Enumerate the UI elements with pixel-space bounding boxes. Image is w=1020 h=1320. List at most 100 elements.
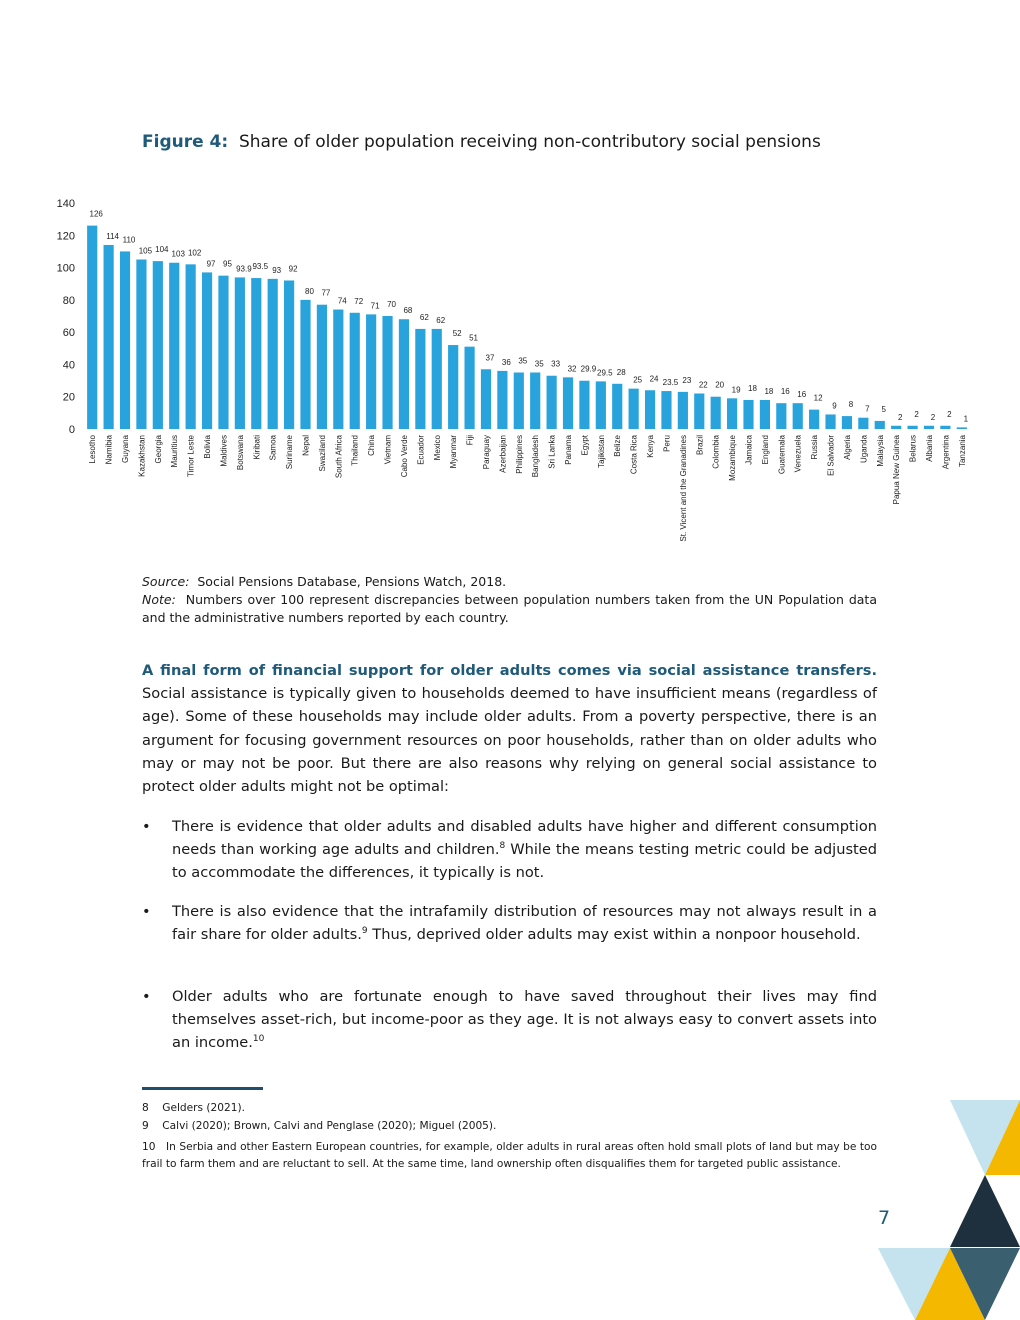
x-tick-label: Kiribati: [252, 435, 261, 460]
bar: [858, 417, 869, 429]
triangle: [878, 1248, 950, 1320]
bar: [595, 381, 606, 429]
x-tick-label: Lesotho: [88, 434, 97, 463]
value-label: 29.5: [597, 368, 613, 377]
x-tick-label: Kenya: [646, 434, 655, 457]
x-tick-label: Papua New Guinea: [892, 434, 901, 504]
value-label: 18: [748, 384, 757, 393]
x-tick-label: Albania: [925, 434, 934, 461]
footnote-ref: 8: [499, 841, 506, 852]
bar: [743, 399, 754, 429]
bar: [136, 259, 147, 429]
bar: [923, 425, 935, 429]
x-tick-label: Thailand: [351, 435, 360, 466]
bullet-text: There is also evidence that the intrafam…: [172, 903, 877, 944]
triangle: [950, 1175, 1020, 1247]
x-tick-label: Venezuela: [794, 434, 803, 472]
x-tick-label: Belize: [613, 434, 622, 456]
value-label: 71: [371, 301, 380, 310]
value-label: 103: [172, 250, 186, 259]
bar: [809, 409, 820, 429]
chart: 020406080100120140126Lesotho114Namibia11…: [57, 198, 969, 542]
x-tick-label: Maldives: [219, 435, 228, 467]
triangle: [950, 1100, 1020, 1175]
bar: [169, 262, 180, 429]
bar: [644, 390, 656, 429]
x-tick-label: Peru: [662, 435, 671, 452]
footnote-text: In Serbia and other Eastern European cou…: [142, 1141, 877, 1170]
x-tick-label: Malaysia: [876, 434, 885, 466]
bar: [825, 414, 836, 429]
footnote: 9 Calvi (2020); Brown, Calvi and Penglas…: [142, 1118, 877, 1135]
bar: [382, 316, 393, 429]
value-label: 2: [914, 410, 919, 419]
bar: [333, 309, 344, 429]
x-tick-label: Tajikistan: [597, 435, 606, 468]
footnote-rule: [142, 1087, 263, 1090]
value-label: 62: [420, 313, 429, 322]
value-label: 9: [832, 401, 837, 410]
value-label: 126: [90, 210, 104, 219]
x-tick-label: Myanmar: [449, 435, 458, 469]
bar: [398, 319, 410, 429]
x-tick-label: Tanzania: [958, 434, 967, 467]
bar: [776, 403, 787, 429]
bar: [661, 391, 672, 429]
x-tick-label: Russia: [810, 434, 819, 459]
bar: [251, 278, 262, 429]
value-label: 93.9: [236, 264, 252, 273]
value-label: 19: [732, 385, 741, 394]
bar: [891, 425, 902, 429]
triangle: [915, 1248, 985, 1320]
x-tick-label: Panama: [564, 434, 573, 464]
bar: [841, 416, 853, 429]
value-label: 80: [305, 287, 314, 296]
title-text: Share of older population receiving non-…: [238, 132, 821, 152]
x-tick-label: Guyana: [121, 434, 130, 463]
page-number: 7: [878, 1207, 891, 1229]
footnote: 8 Gelders (2021).: [142, 1100, 877, 1117]
x-tick-label: Kazakhstan: [137, 435, 146, 477]
paragraph-text: Social assistance is typically given to …: [142, 685, 877, 796]
x-tick-label: Timor Leste: [187, 434, 196, 476]
bar: [792, 403, 803, 429]
bar: [562, 377, 574, 429]
value-label: 12: [814, 394, 823, 403]
bar: [710, 396, 721, 429]
value-label: 70: [387, 300, 396, 309]
value-label: 22: [699, 380, 708, 389]
value-label: 28: [617, 368, 626, 377]
bar: [759, 399, 770, 429]
source: Source: Social Pensions Database, Pensio…: [142, 573, 877, 591]
x-tick-label: Ecuador: [416, 435, 425, 465]
bar: [152, 261, 163, 429]
bar: [366, 314, 377, 429]
value-label: 29.9: [581, 365, 597, 374]
x-tick-label: Cabo Verde: [400, 434, 409, 477]
y-tick-label: 140: [57, 198, 75, 210]
value-label: 35: [518, 357, 527, 366]
value-label: 93.5: [252, 262, 268, 271]
bullet-text: There is evidence that older adults and …: [172, 818, 877, 859]
x-tick-label: England: [761, 435, 770, 464]
decoration: [878, 1100, 1020, 1320]
x-tick-label: Bangladesh: [531, 435, 540, 477]
value-label: 16: [781, 387, 790, 396]
value-label: 62: [436, 316, 445, 325]
source-text: Social Pensions Database, Pensions Watch…: [197, 574, 507, 589]
x-tick-label: St. Vicent and the Granadines: [679, 435, 688, 542]
x-tick-label: Samoa: [269, 434, 278, 460]
bar: [546, 375, 557, 429]
y-tick-label: 60: [63, 327, 75, 339]
value-label: 2: [898, 413, 903, 422]
y-tick-label: 0: [69, 424, 75, 436]
x-tick-label: Paraguay: [482, 435, 491, 469]
triangle: [950, 1248, 1020, 1320]
value-label: 25: [633, 376, 642, 385]
bullet-text: Older adults who are fortunate enough to…: [172, 988, 877, 1052]
y-tick-label: 120: [57, 230, 75, 242]
bar: [201, 272, 213, 429]
figure-title: Figure 4: Share of older population rece…: [142, 132, 821, 152]
bullet: • There is evidence that older adults and…: [142, 818, 878, 882]
x-tick-label: South Africa: [334, 434, 343, 478]
